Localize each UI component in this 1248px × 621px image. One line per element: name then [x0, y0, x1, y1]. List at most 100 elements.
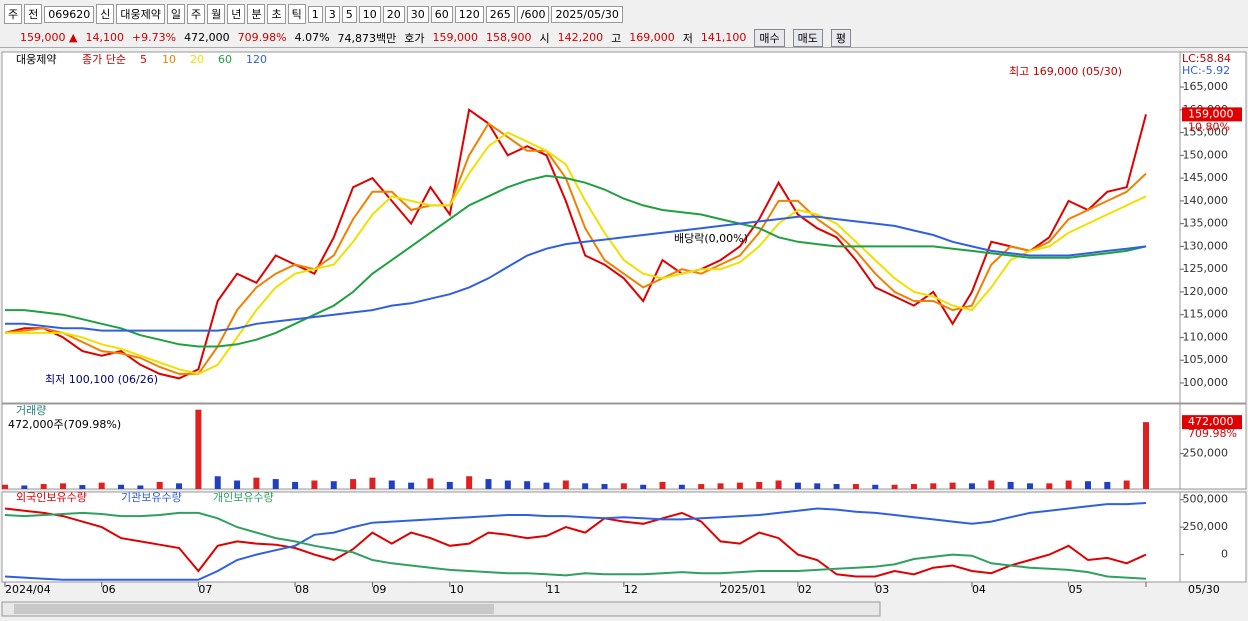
- volume-bar: [485, 479, 492, 489]
- volume-bar: [833, 484, 840, 489]
- toolbar-item[interactable]: 120: [454, 5, 484, 23]
- volume-bar: [446, 481, 453, 489]
- volume-bar: [214, 476, 221, 489]
- toolbar-item[interactable]: 전: [24, 4, 43, 24]
- x-tick-label: 2024/04: [5, 583, 51, 596]
- volume-bar: [640, 484, 647, 489]
- x-tick-label: 2025/01: [721, 583, 767, 596]
- volume-bar: [253, 477, 260, 489]
- volume-bar: [659, 481, 666, 489]
- toolbar-item[interactable]: 069620: [44, 5, 95, 23]
- y-tick-label: 135,000: [1183, 217, 1229, 230]
- toolbar-item[interactable]: 년: [227, 4, 246, 24]
- toolbar-item[interactable]: 30: [406, 5, 429, 23]
- toolbar-item[interactable]: 주: [186, 4, 206, 24]
- info-item: +9.73%: [131, 31, 177, 44]
- toolbar-item[interactable]: 265: [485, 5, 515, 23]
- volume-bar: [794, 482, 801, 489]
- legend-entry: 60: [218, 53, 232, 66]
- x-tick-label: 08: [295, 583, 309, 596]
- button[interactable]: 매수: [754, 28, 785, 47]
- x-tick-label: 05: [1069, 583, 1083, 596]
- info-item: 159,000 ▲: [20, 31, 78, 44]
- volume-bar: [814, 483, 821, 489]
- panel: [1, 403, 1181, 490]
- series-line: [4, 507, 1147, 578]
- volume-bar: [60, 483, 67, 489]
- x-tick-label: 04: [972, 583, 986, 596]
- volume-bar: [369, 477, 376, 489]
- toolbar-item[interactable]: 주: [4, 4, 23, 24]
- toolbar-item[interactable]: 초: [267, 4, 286, 24]
- y-tick-label: 140,000: [1183, 194, 1229, 207]
- annotation: 최저 100,100 (06/26): [45, 373, 158, 386]
- volume-change: 709.98%: [1188, 427, 1237, 440]
- toolbar-item[interactable]: 10: [358, 5, 381, 23]
- toolbar-item[interactable]: 월: [207, 4, 226, 24]
- toolbar-item[interactable]: 분: [247, 4, 266, 24]
- x-tick-label: 03: [875, 583, 889, 596]
- x-tick-label: 07: [198, 583, 212, 596]
- volume-bar: [968, 483, 975, 489]
- legend-prefix: 종가 단순: [82, 53, 126, 66]
- volume-bar: [427, 478, 434, 489]
- info-item: 472,000: [184, 31, 230, 44]
- x-tick-label: 11: [546, 583, 560, 596]
- toolbar-item[interactable]: /600: [516, 5, 550, 23]
- x-tick-label: 05/30: [1188, 583, 1220, 596]
- legend-entry: 120: [246, 53, 267, 66]
- volume-bar: [756, 481, 763, 489]
- volume-bar: [40, 484, 47, 489]
- volume-bar: [601, 484, 608, 489]
- volume-bar: [1046, 483, 1053, 489]
- y-tick-label: 100,000: [1183, 376, 1229, 389]
- y-tick-label: 165,000: [1183, 80, 1229, 93]
- volume-bar: [350, 479, 357, 489]
- volume-bar: [930, 483, 937, 489]
- y-tick-label: 250,000: [1183, 520, 1229, 533]
- series-line: [4, 108, 1147, 380]
- toolbar: 주 전 069620 신 대웅제약 일 주 월 년 분 초 틱 1 3 5 10 20 30 60 120 265/60…: [0, 0, 1248, 28]
- toolbar-item[interactable]: 틱: [287, 4, 306, 24]
- chart: 100,000 105,000 110,000 115,000 120,000 125,0…: [1, 51, 1247, 617]
- info-bar: 159,000 ▲ 14,100 +9.73% 472,000 709.98% 4.07%…: [0, 28, 1248, 48]
- volume-bar: [988, 480, 995, 489]
- toolbar-item[interactable]: 대웅제약: [116, 4, 165, 24]
- button[interactable]: 매도: [792, 28, 823, 47]
- volume-bar: [176, 483, 183, 489]
- volume-bar: [311, 480, 318, 489]
- toolbar-item[interactable]: 1: [307, 5, 323, 23]
- volume-bar: [156, 481, 163, 489]
- annotation: 최고 169,000 (05/30): [1009, 65, 1122, 78]
- annotation: HC:-5.92: [1182, 64, 1230, 77]
- toolbar-item[interactable]: 5: [341, 5, 357, 23]
- volume-bar: [195, 409, 202, 489]
- info-item: 14,100: [85, 31, 124, 44]
- volume-bar: [234, 480, 241, 489]
- button[interactable]: 평: [830, 28, 852, 47]
- legend-entry: 20: [190, 53, 204, 66]
- legend-entry: 5: [140, 53, 147, 66]
- toolbar-item[interactable]: 60: [430, 5, 453, 23]
- volume-bar: [504, 480, 511, 489]
- volume-bar: [1123, 480, 1130, 489]
- toolbar-item[interactable]: 신: [96, 4, 115, 24]
- volume-bar: [775, 480, 782, 489]
- info-item: 4.07%: [294, 31, 330, 44]
- toolbar-item[interactable]: 3: [324, 5, 340, 23]
- x-tick-label: 06: [102, 583, 116, 596]
- volume-bar: [79, 485, 86, 489]
- series-line: [5, 174, 1147, 348]
- volume-bar: [891, 484, 898, 489]
- x-tick-label: 10: [450, 583, 464, 596]
- toolbar-item[interactable]: 20: [382, 5, 405, 23]
- toolbar-item[interactable]: 일: [166, 4, 185, 24]
- volume-bar: [852, 484, 859, 489]
- volume-bar: [272, 479, 279, 489]
- volume-bar: [408, 482, 415, 489]
- info-item: 74,873백만: [337, 31, 397, 45]
- volume-bar: [562, 480, 569, 489]
- x-tick-label: 12: [624, 583, 638, 596]
- toolbar-item[interactable]: 2025/05/30: [551, 5, 623, 23]
- info-item: 159,000: [432, 31, 479, 44]
